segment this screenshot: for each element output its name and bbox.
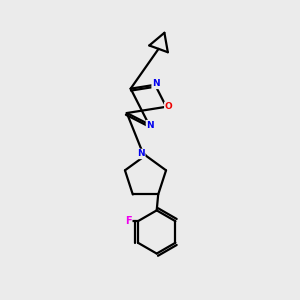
Text: N: N: [137, 149, 145, 158]
Text: F: F: [125, 216, 132, 226]
Text: O: O: [165, 102, 172, 111]
Text: N: N: [146, 121, 154, 130]
Text: N: N: [152, 80, 160, 88]
